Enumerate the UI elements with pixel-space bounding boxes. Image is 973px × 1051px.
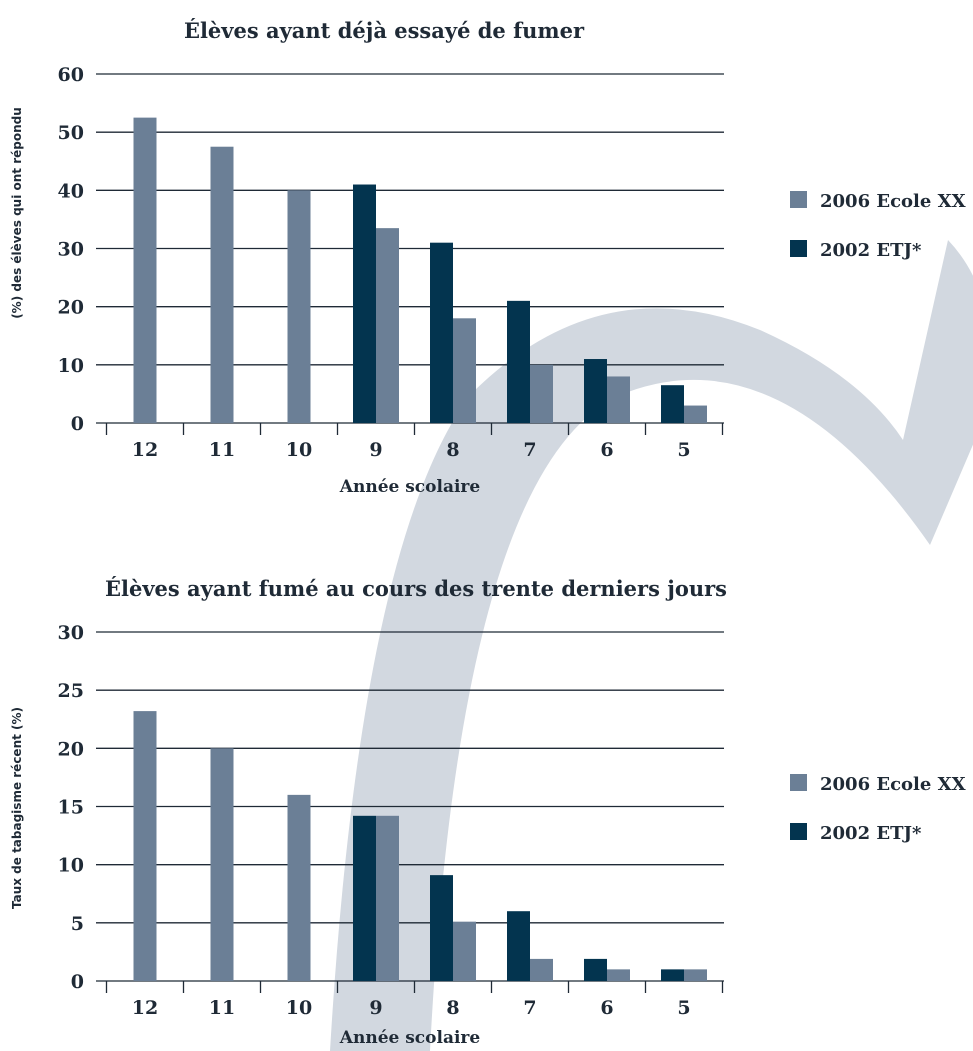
bar-2006-ecole-xx: [530, 364, 553, 423]
bar-2006-ecole-xx: [453, 318, 476, 423]
bars: [133, 117, 707, 424]
legend: 2006 Ecole XX 2002 ETJ*: [790, 191, 966, 261]
y-tick-label: 20: [58, 738, 84, 760]
y-tick-labels: 0 5 10 15 20 25 30: [58, 622, 84, 993]
x-tick-label: 5: [677, 439, 690, 461]
x-tick-label: 11: [209, 997, 235, 1019]
legend-label: 2002 ETJ*: [820, 823, 922, 844]
bar-2002-etj: [430, 875, 453, 981]
bar-2002-etj: [430, 242, 453, 423]
bar-2006-ecole-xx: [376, 228, 399, 423]
bar-2006-ecole-xx: [376, 815, 399, 981]
x-tick-label: 12: [132, 439, 158, 461]
bar-2006-ecole-xx: [607, 969, 630, 981]
bar-2002-etj: [661, 385, 684, 423]
y-tick-label: 30: [58, 622, 84, 644]
y-tick-label: 0: [71, 413, 84, 435]
x-axis-title: Année scolaire: [339, 477, 481, 497]
bar-2002-etj: [507, 911, 530, 981]
y-tick-label: 30: [58, 239, 84, 261]
x-axis: 12 11 10 9 8 7 6 5: [105, 981, 724, 1019]
x-tick-label: 8: [446, 439, 459, 461]
bar-2006-ecole-xx: [607, 376, 630, 423]
y-tick-label: 40: [58, 180, 84, 202]
bar-2002-etj: [661, 969, 684, 981]
chart-ever-smoked: Élèves ayant déjà essayé de fumer 0 10 20 3…: [10, 18, 966, 497]
bar-2006-ecole-xx: [133, 711, 157, 981]
x-tick-label: 10: [286, 997, 312, 1019]
bar-2002-etj: [584, 359, 607, 423]
y-tick-label: 25: [58, 680, 84, 702]
y-axis-title: Taux de tabagisme récent (%): [10, 707, 24, 909]
chart-recent-smoking: Élèves ayant fumé au cours des trente de…: [10, 576, 966, 1048]
x-tick-label: 7: [523, 997, 536, 1019]
y-tick-labels: 0 10 20 30 40 50 60: [58, 64, 84, 435]
bar-2006-ecole-xx: [133, 117, 157, 423]
x-axis: 12 11 10 9 8 7 6 5: [105, 423, 724, 461]
chart-title: Élèves ayant déjà essayé de fumer: [184, 18, 585, 43]
legend-label: 2006 Ecole XX: [820, 774, 966, 795]
bar-2002-etj: [584, 958, 607, 981]
legend-swatch: [790, 191, 807, 208]
bar-2006-ecole-xx: [684, 969, 707, 981]
x-tick-label: 7: [523, 439, 536, 461]
bar-2006-ecole-xx: [210, 748, 234, 981]
bar-2006-ecole-xx: [684, 405, 707, 423]
legend: 2006 Ecole XX 2002 ETJ*: [790, 774, 966, 844]
x-tick-label: 6: [600, 997, 613, 1019]
gridlines: [96, 631, 724, 982]
y-tick-label: 20: [58, 297, 84, 319]
bar-2002-etj: [353, 184, 376, 423]
legend-label: 2002 ETJ*: [820, 240, 922, 261]
x-tick-label: 9: [369, 439, 382, 461]
y-axis-title: (%) des élèves qui ont répondu: [10, 107, 24, 319]
x-axis-title: Année scolaire: [339, 1028, 481, 1048]
x-tick-label: 5: [677, 997, 690, 1019]
y-tick-label: 60: [58, 64, 84, 86]
bars: [133, 711, 707, 981]
legend-swatch: [790, 823, 807, 840]
legend-swatch: [790, 240, 807, 257]
x-tick-label: 12: [132, 997, 158, 1019]
legend-swatch: [790, 774, 807, 791]
x-tick-label: 6: [600, 439, 613, 461]
bar-2006-ecole-xx: [453, 921, 476, 981]
bar-2002-etj: [507, 300, 530, 423]
y-tick-label: 10: [58, 355, 84, 377]
legend-label: 2006 Ecole XX: [820, 191, 966, 212]
x-tick-label: 8: [446, 997, 459, 1019]
y-tick-label: 0: [71, 971, 84, 993]
y-tick-label: 50: [58, 122, 84, 144]
y-tick-label: 15: [58, 797, 84, 819]
x-tick-label: 9: [369, 997, 382, 1019]
bar-2002-etj: [353, 815, 376, 981]
bar-2006-ecole-xx: [287, 190, 311, 423]
chart-title: Élèves ayant fumé au cours des trente de…: [105, 576, 727, 601]
gridlines: [96, 73, 724, 424]
y-tick-label: 10: [58, 855, 84, 877]
bar-2006-ecole-xx: [210, 146, 234, 424]
checkmark-watermark-icon: [330, 240, 973, 1051]
bar-2006-ecole-xx: [530, 958, 553, 981]
x-tick-label: 10: [286, 439, 312, 461]
y-tick-label: 5: [71, 913, 84, 935]
x-tick-label: 11: [209, 439, 235, 461]
bar-2006-ecole-xx: [287, 794, 311, 981]
